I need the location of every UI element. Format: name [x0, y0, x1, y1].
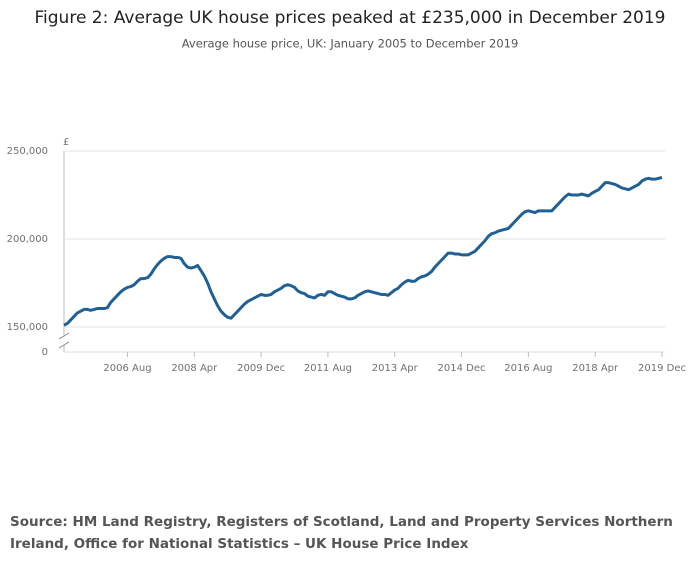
x-tick-label: 2006 Aug	[103, 363, 151, 374]
x-tick-label: 2009 Dec	[237, 363, 285, 374]
y-axis-unit: £	[63, 137, 69, 148]
chart-subtitle: Average house price, UK: January 2005 to…	[182, 37, 519, 51]
y-tick-label: 200,000	[7, 234, 48, 245]
chart: Figure 2: Average UK house prices peaked…	[7, 8, 686, 374]
y-tick-label: 150,000	[7, 322, 48, 333]
chart-title: Figure 2: Average UK house prices peaked…	[35, 8, 666, 28]
axis-break	[58, 341, 70, 349]
x-tick-label: 2018 Apr	[572, 363, 619, 374]
x-tick-label: 2013 Apr	[372, 363, 419, 374]
x-tick-label: 2016 Aug	[504, 363, 552, 374]
x-tick-label: 2008 Apr	[171, 363, 218, 374]
x-tick-label: 2011 Aug	[304, 363, 352, 374]
x-tick-label: 2014 Dec	[438, 363, 486, 374]
y-tick-label: 250,000	[7, 146, 48, 157]
data-line	[63, 175, 663, 327]
y-tick-label: 0	[42, 347, 48, 358]
axis-break	[58, 332, 70, 340]
x-tick-label: 2019 Dec	[638, 363, 686, 374]
source-note: Source: HM Land Registry, Registers of S…	[10, 514, 673, 552]
